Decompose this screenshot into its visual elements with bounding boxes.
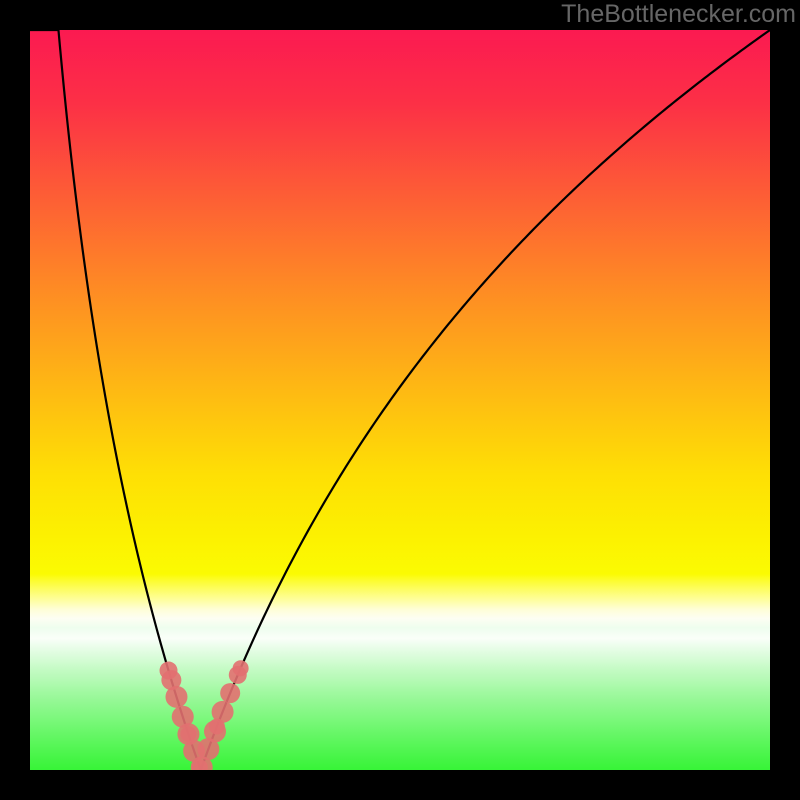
curves-svg — [30, 30, 770, 770]
watermark-text: TheBottlenecker.com — [561, 0, 796, 29]
curve-left — [30, 30, 201, 770]
data-marker — [212, 701, 234, 723]
chart-container: TheBottlenecker.com — [0, 0, 800, 800]
data-marker — [233, 660, 249, 676]
curve-right — [201, 30, 770, 770]
plot-area — [30, 30, 770, 770]
marker-group — [160, 660, 249, 770]
data-marker — [220, 683, 240, 703]
data-marker — [165, 686, 187, 708]
